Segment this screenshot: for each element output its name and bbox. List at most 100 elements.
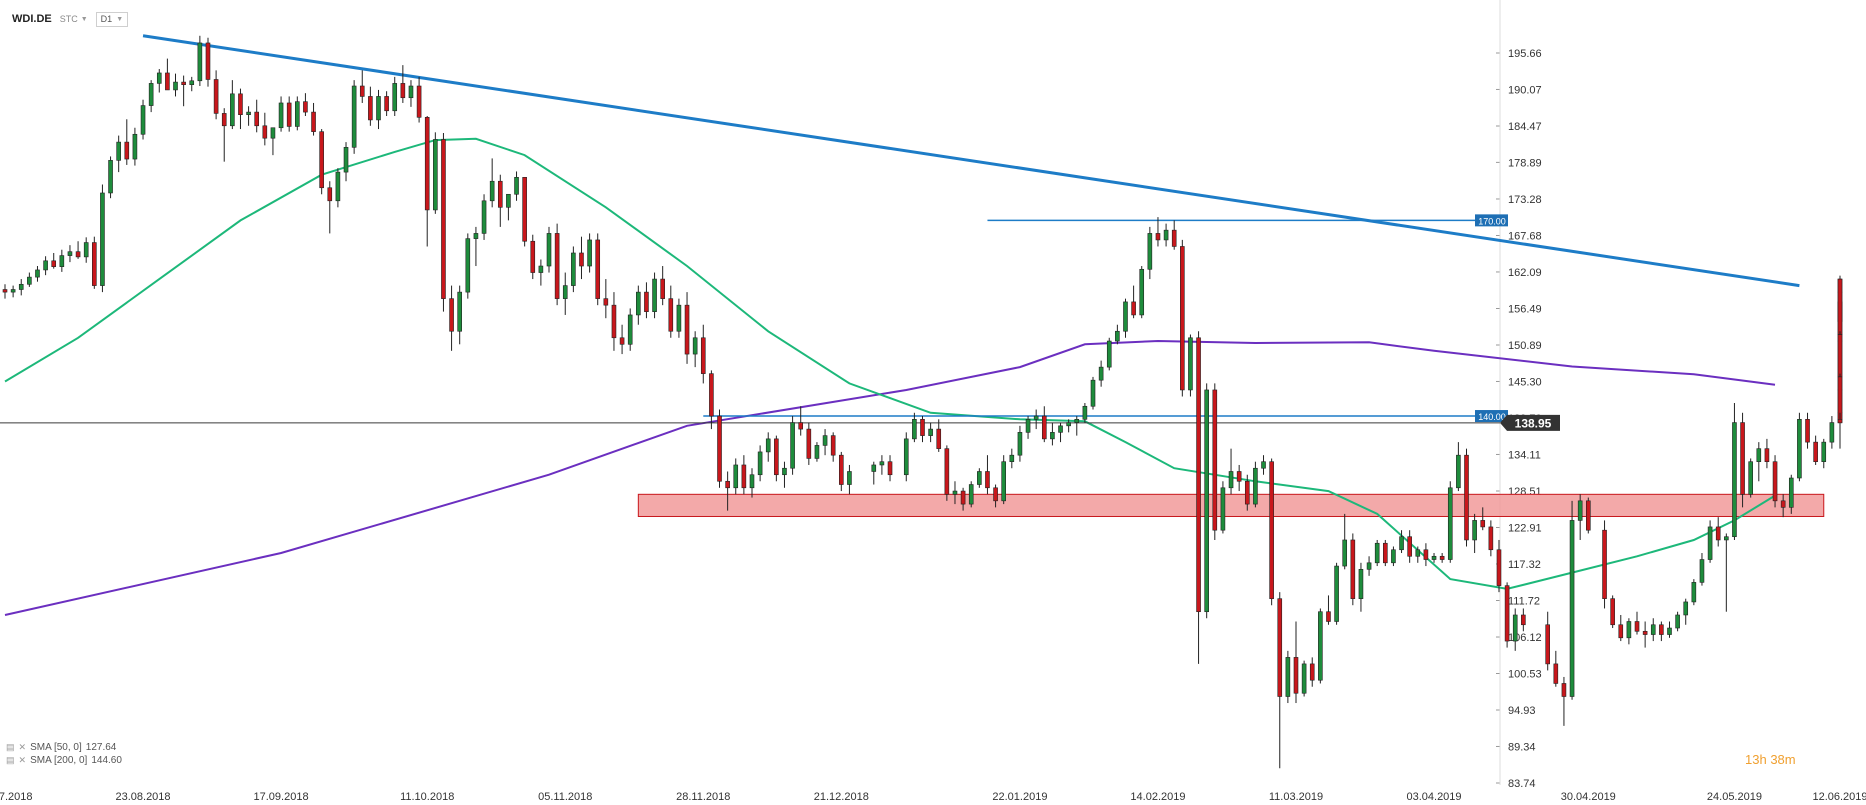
candle-body xyxy=(1691,582,1697,603)
symbol-label[interactable]: WDI.DE xyxy=(12,13,52,25)
candle xyxy=(1545,611,1550,671)
candle-body xyxy=(928,428,933,436)
candle-body xyxy=(644,291,649,312)
candle xyxy=(887,455,893,482)
candle-body xyxy=(343,147,349,173)
close-icon[interactable]: ✕ xyxy=(18,755,27,765)
candle xyxy=(1228,448,1234,495)
candle xyxy=(286,96,292,132)
candle-body xyxy=(1780,500,1786,508)
candle-body xyxy=(514,177,519,195)
candle-body xyxy=(1415,549,1421,557)
settings-icon[interactable]: ▤ xyxy=(6,742,15,752)
candle-body xyxy=(944,448,950,495)
y-tick-label: 184.47 xyxy=(1508,121,1542,133)
candle-body xyxy=(1236,471,1242,482)
candle-body xyxy=(1391,549,1396,564)
candle-body xyxy=(782,467,787,476)
candle xyxy=(700,324,706,384)
candle xyxy=(668,285,674,338)
candle-body xyxy=(230,93,235,127)
candle xyxy=(1082,402,1088,423)
candle-body xyxy=(1115,330,1120,342)
candle-body xyxy=(351,85,357,148)
candle xyxy=(1837,275,1843,338)
candle-body xyxy=(1350,539,1356,599)
candle-body xyxy=(1659,624,1664,635)
candle xyxy=(1740,412,1745,508)
candle-body xyxy=(221,113,227,127)
candle-body xyxy=(83,242,89,258)
x-tick-label: 21.12.2018 xyxy=(814,791,869,803)
candle xyxy=(238,88,243,130)
candle-body xyxy=(1090,379,1096,407)
candle xyxy=(1797,412,1802,482)
legend-item-sma200[interactable]: ▤ ✕ SMA [200, 0] 144.60 xyxy=(6,754,122,767)
candle xyxy=(1342,513,1348,570)
chart-type-select[interactable]: STC ▼ xyxy=(60,14,88,24)
candle xyxy=(522,177,527,247)
timer-hours-unit: h xyxy=(1759,752,1767,767)
candle xyxy=(644,282,649,319)
candle-body xyxy=(1342,539,1348,567)
candle-body xyxy=(262,125,268,139)
candle xyxy=(871,461,877,485)
candle xyxy=(830,432,836,462)
candle xyxy=(1707,520,1713,563)
candle-timer: 13h 38m xyxy=(1745,752,1796,767)
candle xyxy=(1017,425,1023,462)
candle-body xyxy=(1675,614,1680,629)
candle-body xyxy=(1139,268,1145,316)
candle xyxy=(1780,494,1786,518)
candle xyxy=(116,135,121,173)
candle xyxy=(1756,442,1762,482)
candle xyxy=(213,70,219,120)
candle-body xyxy=(1374,542,1380,564)
candle-body xyxy=(1041,415,1047,440)
candle-body xyxy=(449,298,454,332)
close-icon[interactable]: ✕ xyxy=(18,742,27,752)
candle-body xyxy=(839,454,844,485)
candle xyxy=(392,76,398,117)
candle xyxy=(27,272,32,287)
candle xyxy=(92,236,97,289)
candle xyxy=(311,102,316,136)
candle-body xyxy=(733,464,739,489)
candle-body xyxy=(1764,448,1770,463)
candle xyxy=(1025,416,1031,439)
candle xyxy=(1334,562,1339,625)
x-tick-label: 12.06.2019 xyxy=(1812,791,1866,803)
candle-body xyxy=(465,238,471,293)
candle-body xyxy=(1521,614,1526,626)
candle xyxy=(1326,595,1331,625)
candle xyxy=(1058,422,1063,443)
candle xyxy=(1447,481,1453,563)
candle xyxy=(782,461,787,488)
y-tick-label: 195.66 xyxy=(1508,48,1542,60)
candle-body xyxy=(1220,487,1226,531)
candle xyxy=(132,127,138,166)
candle xyxy=(43,256,48,276)
y-tick-label: 94.93 xyxy=(1508,705,1536,717)
candle xyxy=(1399,530,1404,554)
candle-body xyxy=(1228,471,1234,489)
candle xyxy=(627,308,633,351)
legend-item-sma50[interactable]: ▤ ✕ SMA [50, 0] 127.64 xyxy=(6,741,122,754)
candle xyxy=(197,35,203,87)
candle xyxy=(1748,458,1753,498)
candle-body xyxy=(562,285,568,299)
candle-body xyxy=(1058,425,1063,433)
candle xyxy=(546,226,552,273)
candle-body xyxy=(1439,555,1445,560)
candle-body xyxy=(132,133,138,160)
candle xyxy=(1309,657,1315,687)
settings-icon[interactable]: ▤ xyxy=(6,755,15,765)
candle-body xyxy=(384,96,389,112)
candle-body xyxy=(920,419,925,436)
candle-body xyxy=(481,200,487,234)
interval-select[interactable]: D1 ▼ xyxy=(95,11,129,27)
candle-body xyxy=(619,337,625,345)
candle-body xyxy=(1147,233,1153,270)
candle-body xyxy=(1358,569,1364,599)
